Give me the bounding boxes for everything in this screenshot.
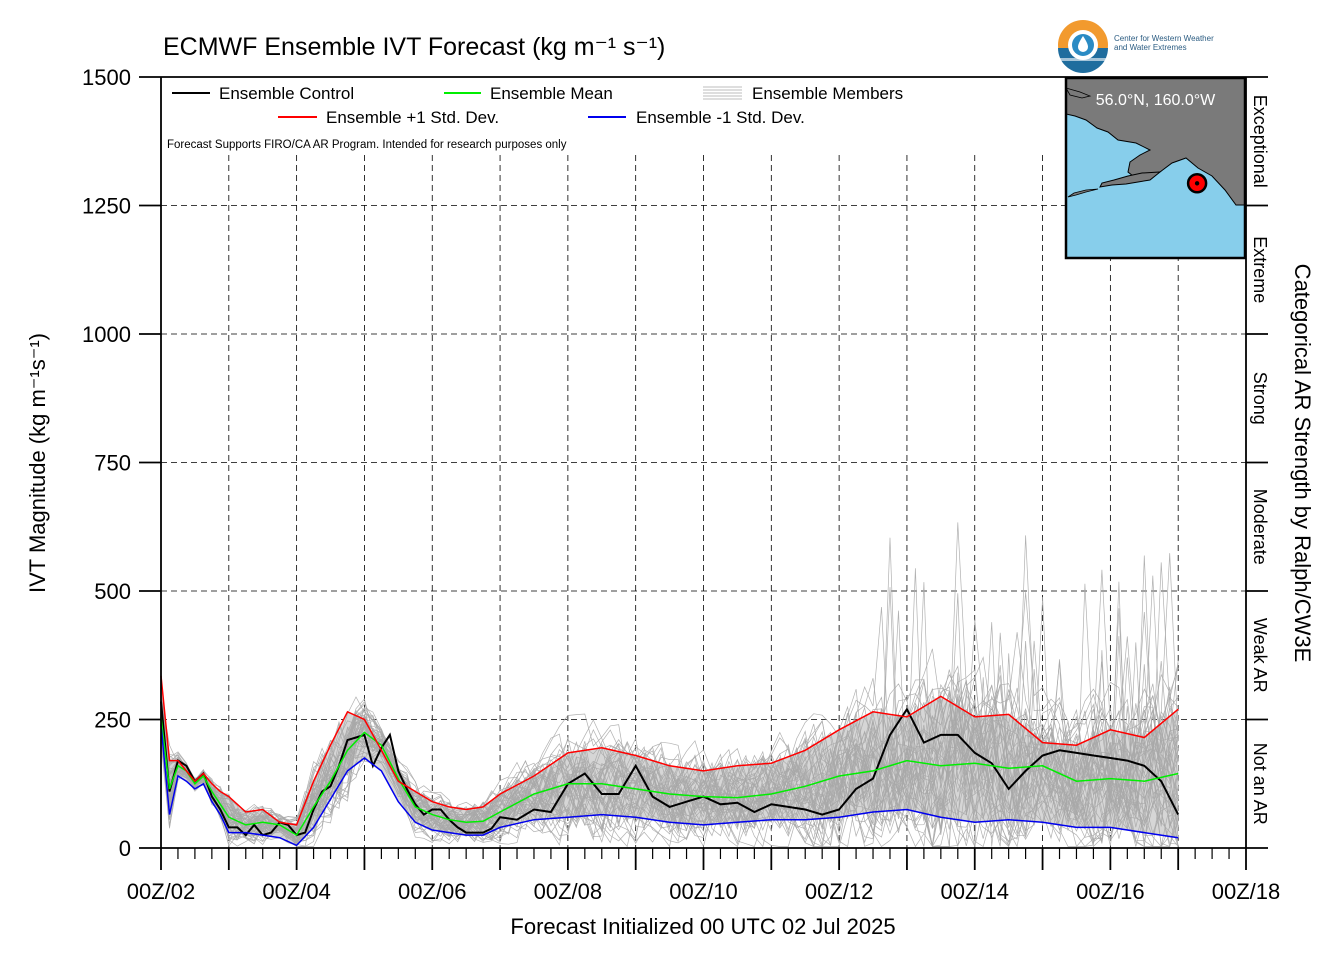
category-label: Extreme [1250,236,1270,303]
y-tick-label: 1250 [82,194,131,219]
ensemble-member-line [160,622,1179,847]
ensemble-member-line [160,553,1179,846]
ensemble-mean-line [160,716,1179,837]
inset-peninsula [1099,171,1162,188]
cw3e-logo-icon [1058,20,1108,73]
legend-plus-sd-label: Ensemble +1 Std. Dev. [326,108,499,127]
axes: 0 250 500 750 1000 1250 1500 00Z/02 00Z/04 00Z/06… [82,65,1280,904]
location-marker-center [1194,181,1200,186]
y-tick-label: 1000 [82,322,131,347]
category-label: Not an AR [1250,743,1270,825]
ensemble-member-line [160,562,1179,848]
category-label: Weak AR [1250,618,1270,693]
y-tick-label: 500 [94,579,131,604]
ensemble-member-line [160,709,1179,833]
location-inset-map: 56.0°N, 160.0°W [1064,76,1247,260]
x-tick-label: 00Z/04 [262,879,331,904]
ensemble-1-std-dev-line [160,675,1179,826]
y-tick-label: 0 [119,836,131,861]
y-tick-label: 1500 [82,65,131,90]
legend: Ensemble Control Ensemble Mean Ensemble Me… [167,84,903,151]
ensemble-control-line [160,701,1180,837]
inset-aleutian-islands [1067,188,1099,198]
category-label: Moderate [1250,489,1270,565]
cw3e-logo-text: Center for Western Weather and Water Extr… [1114,34,1214,52]
x-tick-label: 00Z/12 [805,879,874,904]
x-tick-label: 00Z/02 [127,879,196,904]
y-tick-label: 750 [94,451,131,476]
legend-control-label: Ensemble Control [219,84,354,103]
category-label: Strong [1250,372,1270,425]
x-tick-label: 00Z/06 [398,879,467,904]
cw3e-logo [1056,18,1246,74]
y-tick-label: 250 [94,708,131,733]
disclaimer-note: Forecast Supports FIRO/CA AR Program. In… [167,139,567,151]
category-label: Exceptional [1250,95,1270,188]
chart-title: ECMWF Ensemble IVT Forecast (kg m⁻¹ s⁻¹) [163,33,666,61]
ensemble-1-std-dev-line [160,724,1179,847]
ensemble-member-line [160,632,1179,846]
legend-minus-sd-label: Ensemble -1 Std. Dev. [636,108,805,127]
inset-island [1065,87,1092,99]
x-tick-label: 00Z/16 [1076,879,1145,904]
legend-mean-label: Ensemble Mean [490,84,613,103]
ensemble-members [160,522,1179,848]
series-lines [160,675,1180,847]
ensemble-member-line [160,689,1179,848]
ensemble-member-line [160,680,1179,844]
y-axis-label: IVT Magnitude (kg m⁻¹s⁻¹) [25,333,50,593]
x-tick-label: 00Z/08 [534,879,603,904]
x-tick-label: 00Z/18 [1212,879,1281,904]
ensemble-member-line [160,708,1179,842]
x-axis-label: Forecast Initialized 00 UTC 02 Jul 2025 [510,914,896,939]
ensemble-member-line [160,611,1179,847]
right-axis-label: Categorical AR Strength by Ralph/CW3E [1290,263,1315,663]
x-tick-label: 00Z/14 [941,879,1010,904]
inset-location-label: 56.0°N, 160.0°W [1096,92,1216,109]
legend-members-label: Ensemble Members [752,84,903,103]
inset-border [1064,76,1247,260]
x-tick-label: 00Z/10 [669,879,738,904]
